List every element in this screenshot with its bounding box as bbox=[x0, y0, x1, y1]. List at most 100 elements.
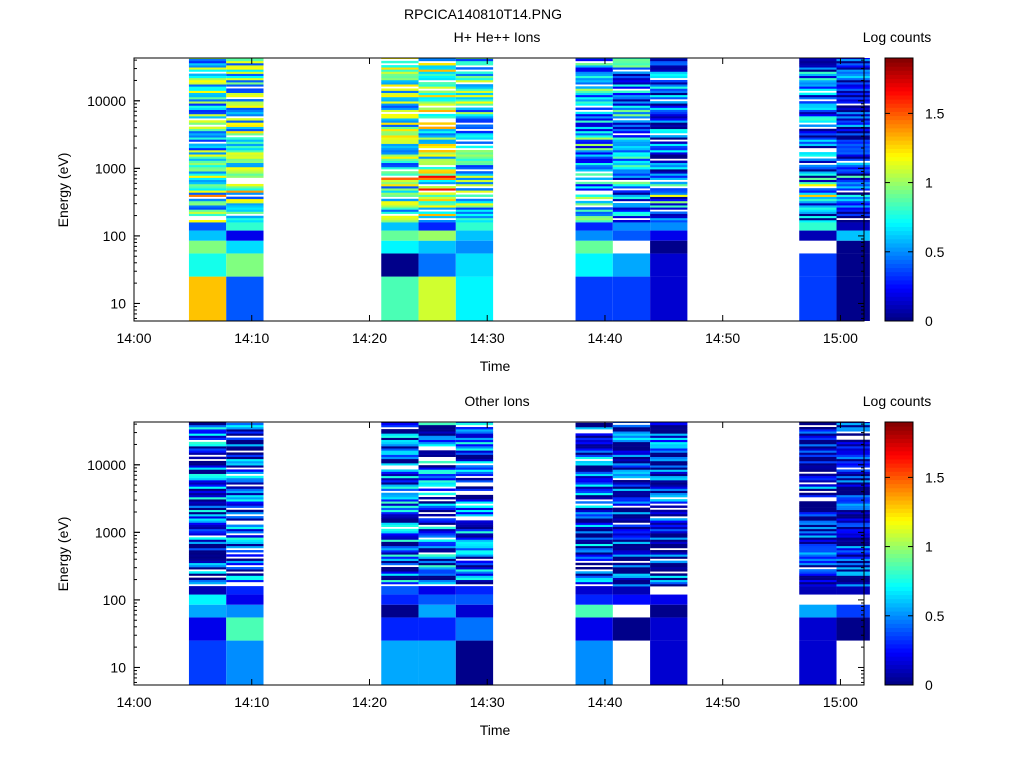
heatmap-cell bbox=[575, 69, 613, 72]
heatmap-cell bbox=[418, 198, 456, 202]
heatmap-cell bbox=[418, 562, 456, 566]
heatmap-cell bbox=[836, 111, 870, 115]
heatmap-cell bbox=[612, 211, 651, 214]
heatmap-cell bbox=[575, 558, 613, 561]
heatmap-cell bbox=[836, 547, 870, 551]
colorbar-swatch bbox=[885, 177, 913, 182]
heatmap-cell bbox=[575, 203, 613, 206]
heatmap-cell bbox=[381, 501, 419, 504]
heatmap-cell bbox=[575, 533, 613, 536]
panel-bottom-colorbar: 00.511.5 bbox=[884, 421, 945, 693]
heatmap-cell bbox=[650, 467, 688, 470]
heatmap-cell bbox=[455, 215, 494, 219]
colorbar-tick-label: 0.5 bbox=[925, 244, 945, 260]
heatmap-cell bbox=[650, 60, 688, 64]
heatmap-cell bbox=[799, 454, 837, 457]
heatmap-cell bbox=[418, 465, 456, 468]
heatmap-cell bbox=[836, 132, 870, 136]
heatmap-cell bbox=[381, 152, 419, 155]
heatmap-cell bbox=[226, 541, 264, 544]
heatmap-cell bbox=[836, 162, 870, 166]
heatmap-cell bbox=[188, 556, 227, 559]
heatmap-cell bbox=[836, 562, 870, 566]
heatmap-column bbox=[799, 422, 837, 685]
heatmap-cell bbox=[650, 211, 688, 214]
heatmap-cell bbox=[455, 116, 494, 119]
heatmap-cell bbox=[226, 90, 264, 93]
heatmap-cell bbox=[188, 147, 227, 151]
heatmap-cell bbox=[226, 130, 264, 134]
heatmap-cell bbox=[418, 169, 456, 172]
heatmap-cell bbox=[418, 65, 456, 68]
heatmap-cell bbox=[418, 219, 456, 223]
colorbar-swatch bbox=[885, 586, 913, 591]
heatmap-cell bbox=[226, 132, 264, 136]
heatmap-cell bbox=[650, 101, 688, 104]
heatmap-cell bbox=[799, 128, 837, 132]
heatmap-cell bbox=[799, 488, 837, 491]
colorbar-swatch bbox=[885, 90, 913, 96]
heatmap-cell bbox=[188, 152, 227, 155]
heatmap-cell bbox=[650, 177, 688, 180]
heatmap-cell bbox=[188, 477, 227, 481]
heatmap-cell bbox=[455, 132, 494, 136]
heatmap-cell bbox=[799, 480, 837, 483]
heatmap-cell bbox=[418, 441, 456, 445]
heatmap-cell bbox=[575, 573, 613, 576]
heatmap-cell bbox=[836, 149, 870, 153]
heatmap-cell bbox=[418, 71, 456, 74]
heatmap-cell bbox=[650, 460, 688, 464]
heatmap-cell bbox=[612, 73, 651, 77]
heatmap-cell bbox=[188, 503, 227, 506]
heatmap-cell bbox=[836, 77, 870, 81]
colorbar-swatch bbox=[885, 234, 913, 240]
heatmap-cell bbox=[188, 183, 227, 187]
heatmap-cell bbox=[799, 160, 837, 164]
heatmap-cell bbox=[418, 162, 456, 166]
heatmap-cell bbox=[836, 617, 870, 641]
heatmap-cell bbox=[226, 452, 264, 455]
heatmap-cell bbox=[418, 488, 456, 491]
heatmap-cell bbox=[226, 84, 264, 87]
heatmap-cell bbox=[612, 492, 651, 496]
colorbar-swatch bbox=[885, 446, 913, 452]
heatmap-cell bbox=[188, 564, 227, 568]
heatmap-cell bbox=[836, 456, 870, 460]
colorbar-swatch bbox=[885, 148, 913, 154]
heatmap-cell bbox=[575, 107, 613, 110]
heatmap-cell bbox=[612, 154, 651, 157]
heatmap-cell bbox=[381, 424, 419, 428]
heatmap-cell bbox=[455, 84, 494, 87]
heatmap-cell bbox=[455, 67, 494, 70]
heatmap-cell bbox=[188, 179, 227, 183]
heatmap-cell bbox=[418, 96, 456, 100]
heatmap-cell bbox=[612, 448, 651, 451]
heatmap-cell bbox=[836, 169, 870, 172]
heatmap-cell bbox=[650, 469, 688, 472]
heatmap-cell bbox=[188, 586, 227, 595]
heatmap-cell bbox=[188, 132, 227, 136]
heatmap-cell bbox=[188, 156, 227, 159]
heatmap-cell bbox=[575, 181, 613, 185]
colorbar-tick-label: 1 bbox=[925, 175, 933, 191]
heatmap-cell bbox=[381, 122, 419, 125]
heatmap-cell bbox=[188, 567, 227, 570]
heatmap-cell bbox=[226, 518, 264, 521]
heatmap-cell bbox=[226, 58, 264, 62]
heatmap-cell bbox=[612, 203, 651, 206]
heatmap-cell bbox=[381, 186, 419, 189]
heatmap-cell bbox=[612, 135, 651, 138]
heatmap-cell bbox=[226, 173, 264, 176]
heatmap-cell bbox=[575, 465, 613, 468]
heatmap-cell bbox=[612, 528, 651, 532]
heatmap-cell bbox=[836, 141, 870, 144]
heatmap-cell bbox=[418, 543, 456, 547]
heatmap-cell bbox=[836, 156, 870, 159]
heatmap-cell bbox=[226, 198, 264, 202]
heatmap-cell bbox=[650, 88, 688, 91]
heatmap-cell bbox=[650, 435, 688, 438]
heatmap-cell bbox=[650, 156, 688, 159]
heatmap-cell bbox=[612, 577, 651, 581]
heatmap-cell bbox=[188, 240, 227, 254]
